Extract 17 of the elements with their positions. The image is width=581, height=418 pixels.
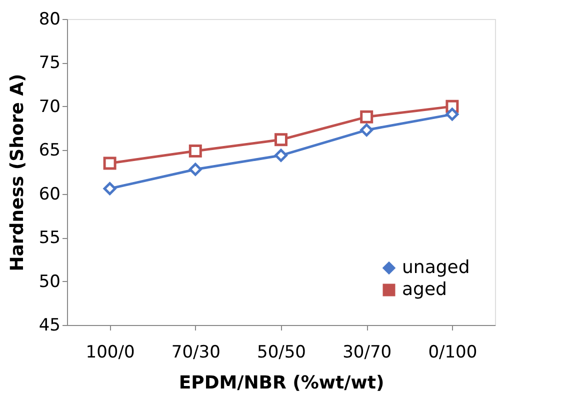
x-tick-label: 0/100 [428,342,478,362]
y-tick-label: 80 [38,10,60,30]
x-tick-label: 30/70 [342,342,392,362]
legend-label: unaged [402,257,470,278]
y-tick-label: 60 [38,184,60,204]
x-tick-label: 70/30 [171,342,220,362]
legend-label: aged [402,279,447,300]
y-tick-label: 45 [38,316,60,336]
x-tick-label: 100/0 [86,342,135,362]
x-tick-label: 50/50 [257,342,306,362]
y-tick-label: 70 [38,96,60,117]
x-axis-title: EPDM/NBR (%wt/wt) [178,372,384,394]
y-tick-label: 50 [38,272,60,292]
y-tick-label: 65 [38,140,60,161]
y-axis-title: Hardness (Shore A) [6,74,28,272]
y-tick-label: 55 [38,228,60,248]
y-tick-label: 75 [38,53,60,74]
